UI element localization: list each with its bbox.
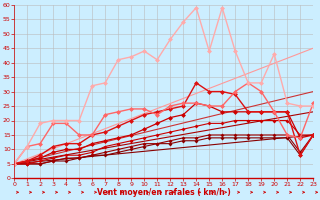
X-axis label: Vent moyen/en rafales ( km/h ): Vent moyen/en rafales ( km/h ) (97, 188, 230, 197)
